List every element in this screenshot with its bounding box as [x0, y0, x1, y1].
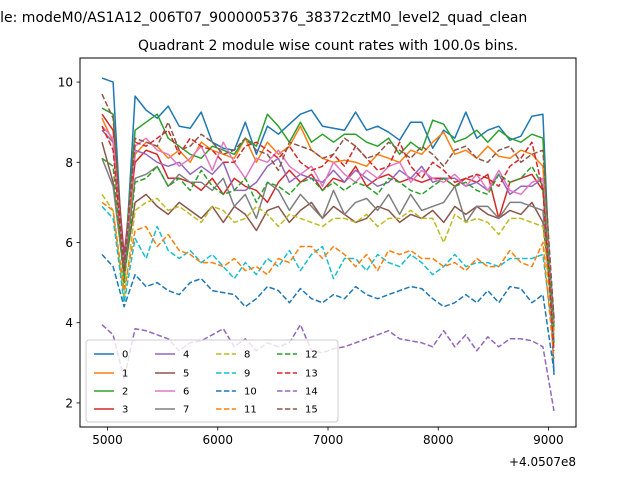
x-tick-label: 7000 — [313, 433, 344, 447]
series-line-5 — [101, 141, 555, 323]
series-line-6 — [101, 125, 555, 323]
y-tick-label: 6 — [65, 236, 73, 250]
y-tick-label: 4 — [65, 316, 73, 330]
legend-label-9: 9 — [244, 369, 250, 380]
series-line-13 — [101, 125, 555, 351]
legend-label-1: 1 — [122, 369, 128, 380]
y-axis: 2 4 6 8 10 — [58, 76, 80, 410]
series-line-11 — [101, 201, 555, 359]
legend-label-6: 6 — [183, 387, 189, 398]
series-line-0 — [101, 77, 555, 375]
chart-title: Quadrant 2 module wise count rates with … — [138, 38, 518, 54]
legend-label-5: 5 — [183, 369, 189, 380]
series-line-10 — [101, 253, 555, 371]
legend-label-12: 12 — [305, 350, 318, 361]
y-tick-label: 8 — [65, 156, 73, 170]
series-line-2 — [101, 107, 555, 343]
legend-label-4: 4 — [183, 350, 189, 361]
legend-label-14: 14 — [305, 387, 318, 398]
legend-label-15: 15 — [305, 405, 318, 416]
series-line-7 — [101, 158, 555, 339]
figure-suptitle: n file: modeM0/AS1A12_006T07_9000005376_… — [0, 10, 527, 26]
legend-label-10: 10 — [244, 387, 257, 398]
series-line-8 — [101, 193, 555, 339]
series-line-9 — [101, 205, 555, 343]
x-tick-label: 6000 — [203, 433, 234, 447]
legend-label-3: 3 — [122, 405, 128, 416]
legend-frame — [85, 339, 339, 423]
legend-label-2: 2 — [122, 387, 128, 398]
x-tick-label: 8000 — [423, 433, 454, 447]
x-axis-offset-label: +4.0507e8 — [509, 455, 576, 469]
legend-label-11: 11 — [244, 405, 257, 416]
x-axis: 5000 6000 7000 8000 9000 — [92, 427, 564, 447]
legend-label-13: 13 — [305, 369, 318, 380]
legend-label-8: 8 — [244, 350, 250, 361]
legend-label-0: 0 — [122, 350, 128, 361]
series-line-4 — [101, 129, 555, 319]
series-line-12 — [101, 157, 555, 327]
y-tick-label: 10 — [58, 76, 73, 90]
series-line-3 — [101, 113, 555, 323]
x-tick-label: 9000 — [533, 433, 564, 447]
y-tick-label: 2 — [65, 396, 73, 410]
x-tick-label: 5000 — [92, 433, 123, 447]
legend-label-7: 7 — [183, 405, 189, 416]
